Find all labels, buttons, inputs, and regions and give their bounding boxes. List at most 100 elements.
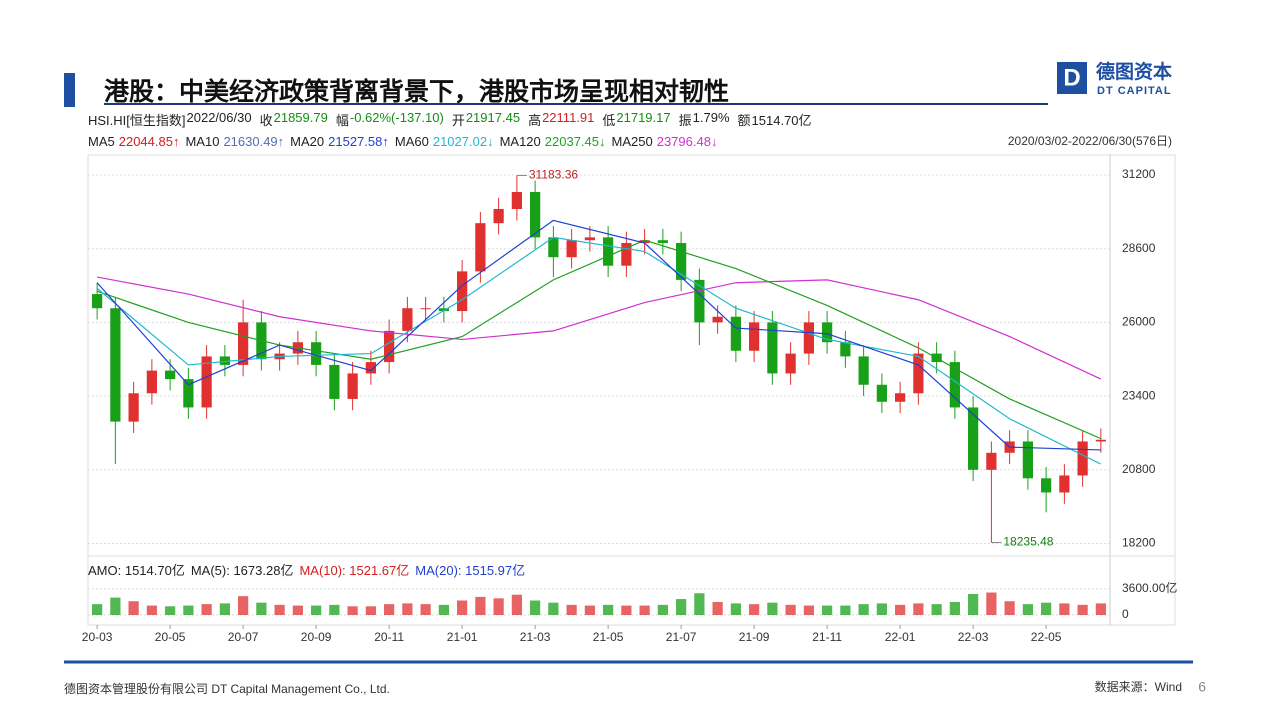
candle-body [876, 384, 887, 402]
candle-body [146, 370, 157, 394]
x-tick-label: 21-09 [739, 630, 770, 644]
x-tick-label: 21-01 [447, 630, 478, 644]
volume-bar [493, 598, 504, 615]
ma-legend: MA5 22044.85↑ MA10 21630.49↑ MA20 21527.58↑ MA… [88, 134, 723, 149]
volume-tick-label: 3600.00亿 [1122, 580, 1177, 595]
volume-bar [1041, 602, 1052, 615]
volume-legend-item: MA(10): 1521.67亿 [299, 563, 410, 578]
volume-bar [822, 605, 833, 615]
volume-bar [931, 604, 942, 615]
y-tick-label: 31200 [1122, 167, 1156, 181]
quote-label: 振 [678, 113, 692, 128]
volume-bar [749, 604, 760, 615]
ma-legend-value: 23796.48↓ [656, 134, 718, 149]
candle-body [968, 407, 979, 470]
logo-en: DT CAPITAL [1097, 85, 1172, 97]
title-bar [64, 73, 75, 107]
x-tick-label: 21-03 [520, 630, 551, 644]
volume-bar [274, 604, 285, 615]
footer-source: 数据来源：Wind [1095, 679, 1182, 694]
quote-value: 22111.91 [542, 110, 595, 125]
ma-legend-value: 22044.85↑ [118, 134, 180, 149]
candle-body [639, 240, 650, 244]
y-tick-label: 26000 [1122, 315, 1156, 329]
ma-legend-name: MA250 [611, 134, 653, 149]
volume-bar [329, 604, 340, 615]
x-tick-label: 21-07 [666, 630, 697, 644]
y-tick-label: 20800 [1122, 462, 1156, 476]
volume-bar [603, 604, 614, 615]
volume-bar [219, 603, 230, 615]
candle-body [183, 379, 194, 408]
candle-body [110, 308, 121, 422]
volume-bar [365, 606, 376, 615]
volume-bar [1022, 604, 1033, 615]
ma-legend-name: MA20 [290, 134, 325, 149]
candle-body [365, 362, 376, 374]
quote-value: 21917.45 [465, 110, 521, 125]
candle-body [201, 356, 212, 408]
quote-label: 低 [602, 113, 616, 128]
candle-body [530, 192, 541, 238]
quote-value: -0.62%(-137.10) [349, 110, 444, 125]
volume-bar [621, 605, 632, 615]
volume-bar [913, 603, 924, 615]
candle-body [1077, 441, 1088, 476]
volume-bar [730, 603, 741, 615]
ma-legend-name: MA120 [499, 134, 541, 149]
quote-value: 1.79% [692, 110, 730, 125]
volume-bar [110, 597, 121, 615]
volume-bar [183, 605, 194, 615]
candle-body [1095, 439, 1106, 442]
quote-value: 1514.70亿 [751, 113, 812, 128]
candle-body [749, 322, 760, 351]
candle-body [822, 322, 833, 343]
volume-tick-label: 0 [1122, 607, 1129, 621]
volume-bar [1004, 601, 1015, 615]
ma-legend-name: MA5 [88, 134, 115, 149]
ma-line [96, 236, 1102, 465]
logo-mark: D [1063, 64, 1080, 91]
candle-body [347, 373, 358, 399]
x-tick-label: 20-05 [155, 630, 186, 644]
volume-bar [530, 600, 541, 615]
candle-body [475, 223, 486, 272]
volume-bar [201, 604, 212, 615]
volume-bar [475, 596, 486, 615]
candle-body [712, 316, 723, 323]
candle-body [986, 452, 997, 470]
x-tick-label: 20-11 [374, 630, 404, 644]
volume-bar [584, 605, 595, 615]
volume-bar [238, 596, 249, 615]
volume-bar [876, 603, 887, 615]
volume-bar [657, 604, 668, 615]
volume-bar [457, 600, 468, 615]
footer-company: 德图资本管理股份有限公司 DT Capital Management Co., … [64, 681, 390, 696]
candle-body [457, 271, 468, 312]
candle-body [1022, 441, 1033, 479]
page-title: 港股：中美经济政策背离背景下，港股市场呈现相对韧性 [104, 78, 730, 106]
range-label: 2020/03/02-2022/06/30(576日) [1008, 134, 1172, 148]
volume-bar [840, 605, 851, 615]
volume-bar [986, 592, 997, 615]
volume-bar [420, 604, 431, 615]
quote-row: HSI.HI[恒生指数] 2022/06/30 收 21859.79 幅 -0.62%(-… [88, 110, 820, 129]
candle-body [694, 279, 705, 323]
volume-legend-item: MA(20): 1515.97亿 [415, 563, 526, 578]
ma-legend-name: MA10 [185, 134, 220, 149]
ma-line [96, 239, 1102, 440]
quote-label: 高 [528, 113, 542, 128]
quote-label: 收 [259, 113, 273, 128]
candle-body [165, 370, 176, 380]
y-tick-label: 28600 [1122, 241, 1156, 255]
candle-body [603, 237, 614, 266]
volume-bar [128, 601, 139, 615]
x-tick-label: 21-05 [593, 630, 624, 644]
logo-cn: 德图资本 [1096, 60, 1172, 83]
y-tick-label: 23400 [1122, 388, 1156, 402]
candle-body [657, 240, 668, 244]
volume-bar [676, 599, 687, 615]
volume-bar [438, 604, 449, 615]
candle-body [730, 316, 741, 351]
